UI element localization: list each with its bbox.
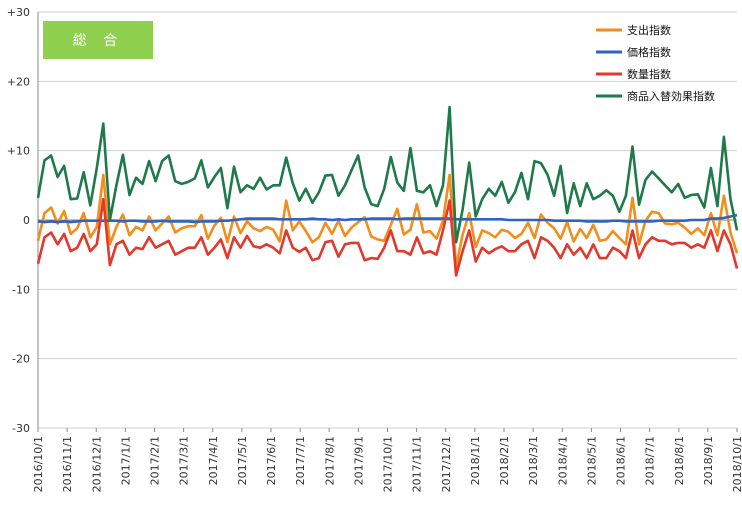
x-tick-label: 2018/8/1: [673, 436, 686, 485]
x-tick-label: 2018/1/1: [469, 436, 482, 485]
x-tick-label: 2017/1/1: [119, 436, 132, 485]
series-line-3: [36, 105, 739, 244]
x-tick-label: 2017/8/1: [323, 436, 336, 485]
y-tick-label: -20: [12, 353, 30, 366]
series-line-1: [37, 213, 738, 224]
x-tick-label: 2017/10/1: [382, 436, 395, 492]
x-axis-ticks: 2016/10/1 2016/11/1 2016/12/1 2017/1/1 2017/…: [32, 428, 742, 492]
y-tick-label: +20: [7, 75, 30, 88]
legend-label: 商品入替効果指数: [627, 89, 715, 103]
badge-background: [43, 21, 153, 59]
y-tick-label: +30: [7, 6, 30, 19]
legend-label: 支出指数: [627, 23, 671, 37]
x-tick-label: 2018/5/1: [585, 436, 598, 485]
x-tick-label: 2018/9/1: [702, 436, 715, 485]
x-tick-label: 2017/12/1: [440, 436, 453, 492]
x-tick-label: 2017/3/1: [178, 436, 191, 485]
y-axis-ticks: +30 +20 +10 0 -10 -20 -30: [7, 6, 30, 435]
x-tick-label: 2018/4/1: [556, 436, 569, 485]
chart-badge: 総 合: [43, 21, 153, 59]
y-tick-label: -30: [12, 422, 30, 435]
legend-label: 数量指数: [627, 67, 671, 81]
badge-label: 総 合: [73, 33, 123, 49]
x-tick-label: 2017/5/1: [236, 436, 249, 485]
x-tick-label: 2018/6/1: [615, 436, 628, 485]
x-tick-label: 2018/2/1: [498, 436, 511, 485]
x-tick-label: 2016/10/1: [32, 436, 45, 492]
x-tick-label: 2016/12/1: [90, 436, 103, 492]
y-tick-label: 0: [23, 214, 30, 227]
x-tick-label: 2016/11/1: [61, 436, 74, 492]
series-line-0: [36, 173, 739, 269]
y-tick-label: -10: [12, 283, 30, 296]
x-tick-label: 2017/4/1: [207, 436, 220, 485]
x-tick-label: 2018/3/1: [527, 436, 540, 485]
series-lines: [36, 105, 739, 277]
x-tick-label: 2018/10/1: [731, 436, 742, 492]
x-tick-label: 2017/2/1: [149, 436, 162, 485]
x-tick-label: 2017/6/1: [265, 436, 278, 485]
x-tick-label: 2017/7/1: [294, 436, 307, 485]
x-tick-label: 2018/7/1: [644, 436, 657, 485]
x-tick-label: 2017/9/1: [352, 436, 365, 485]
series-line-2: [36, 197, 739, 277]
y-tick-label: +10: [7, 145, 30, 158]
x-tick-label: 2017/11/1: [411, 436, 424, 492]
legend-label: 価格指数: [627, 45, 671, 59]
